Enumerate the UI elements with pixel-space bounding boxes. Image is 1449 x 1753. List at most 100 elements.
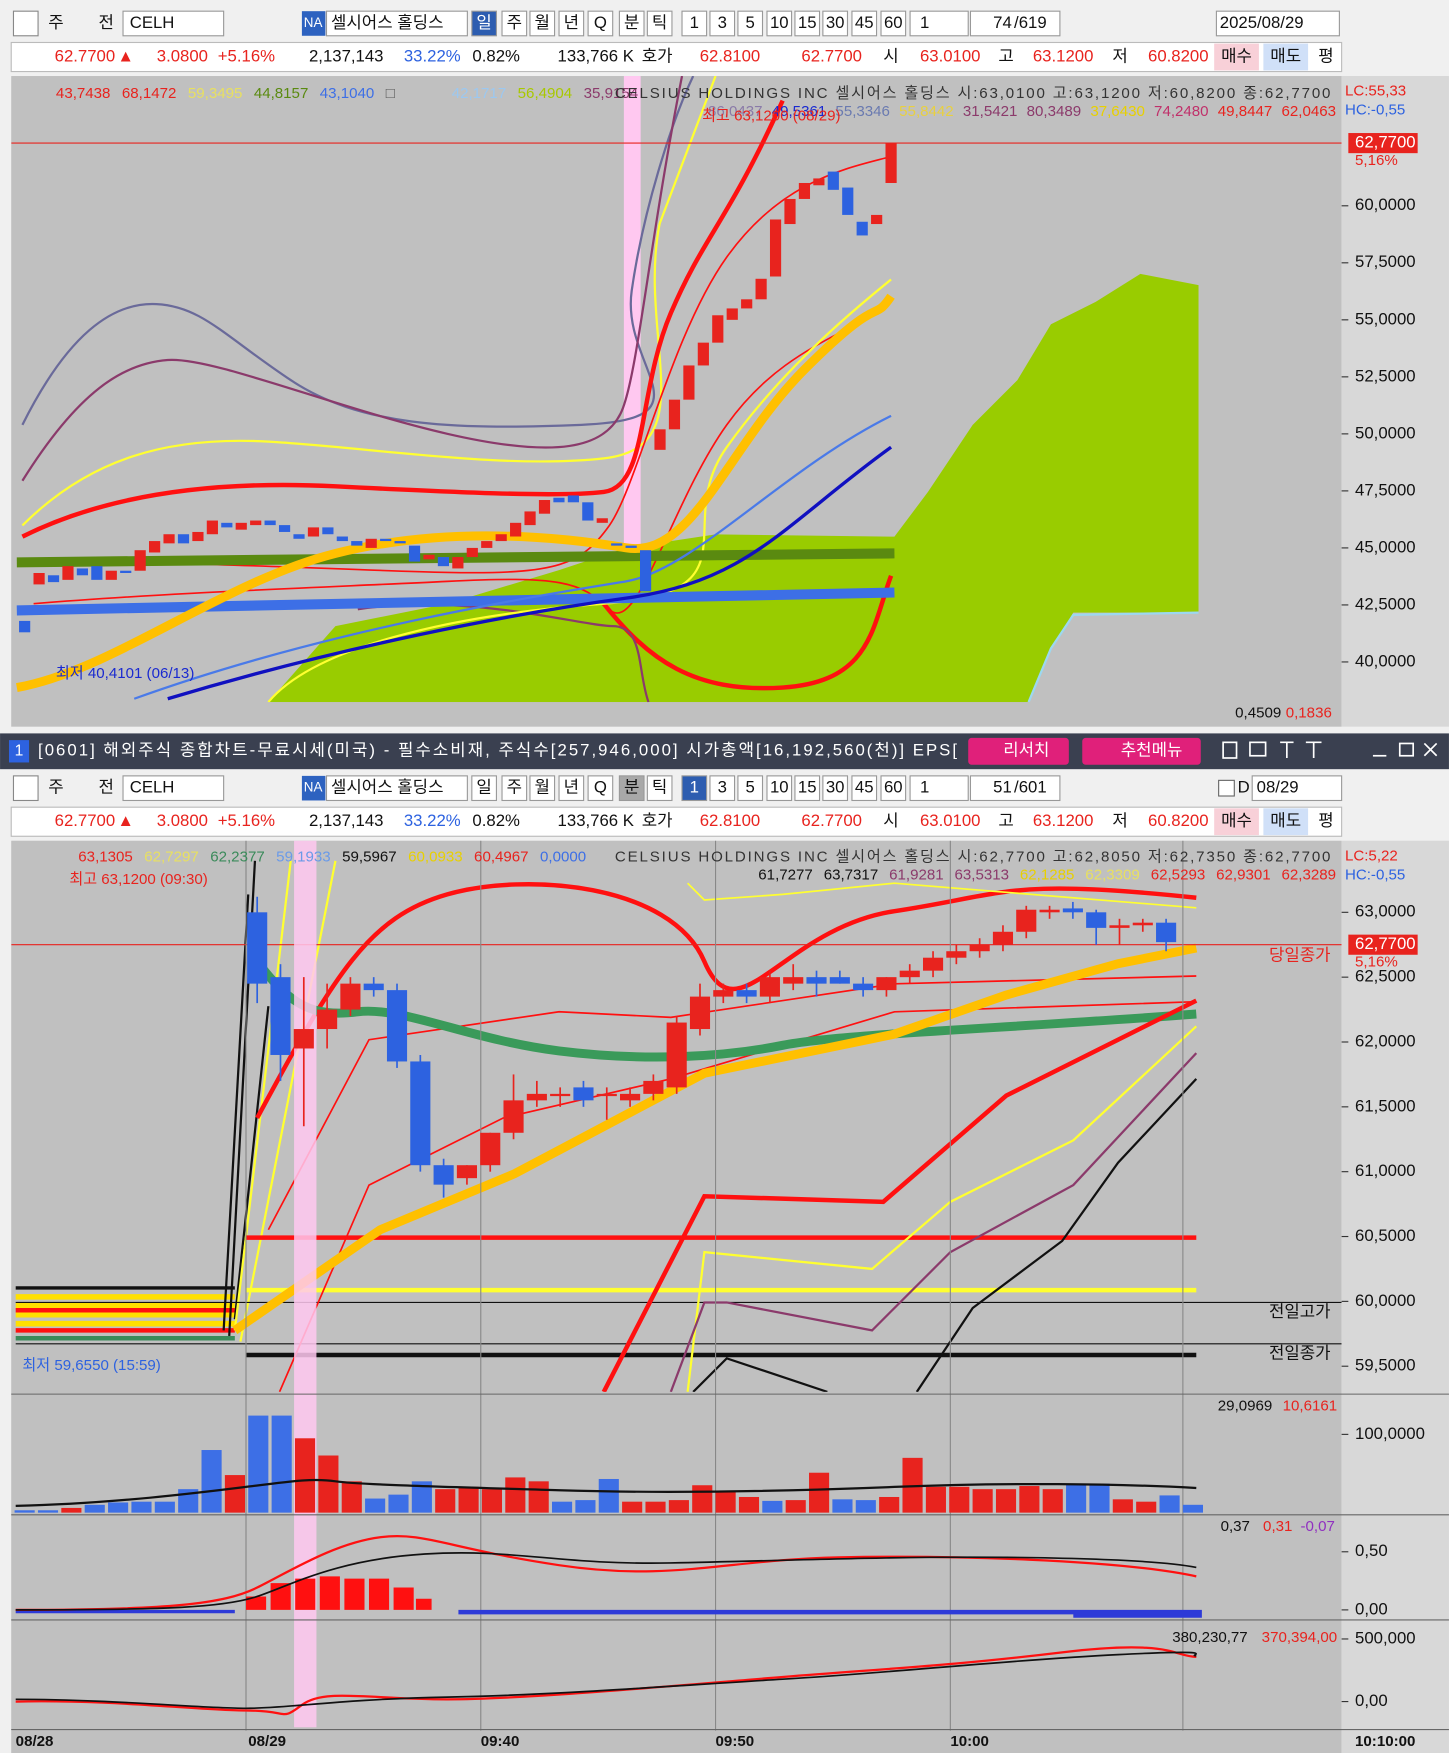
period-button[interactable] — [646, 775, 673, 802]
sell-button[interactable] — [1263, 808, 1309, 836]
position-input[interactable] — [969, 10, 1061, 37]
quote-ask: 62.7700 — [801, 811, 862, 830]
candle-body — [293, 534, 305, 539]
name-input — [325, 775, 468, 802]
flag-box[interactable] — [1218, 779, 1235, 797]
period-button[interactable] — [618, 775, 645, 802]
candle-body — [573, 1087, 594, 1101]
indicator-value: 0,4509 — [1235, 704, 1281, 721]
period-button[interactable] — [618, 10, 645, 37]
interval-button[interactable] — [766, 775, 793, 802]
period-button[interactable] — [471, 775, 497, 802]
interval-button[interactable] — [709, 10, 736, 37]
period-label[interactable]: Q — [594, 13, 607, 32]
interval-button[interactable] — [709, 775, 736, 802]
interval-label[interactable]: 5 — [746, 778, 755, 797]
period-label[interactable]: 틱 — [652, 13, 667, 32]
research-button[interactable] — [968, 737, 1069, 765]
interval-button[interactable] — [851, 10, 878, 37]
code-input[interactable] — [122, 775, 225, 802]
code-input[interactable] — [122, 10, 225, 37]
window-controls[interactable] — [1222, 741, 1438, 759]
date-input[interactable] — [1215, 10, 1340, 37]
volume-bar — [551, 1501, 573, 1513]
interval-button[interactable] — [851, 775, 878, 802]
code-text: CELH — [130, 13, 175, 32]
interval-button[interactable] — [794, 10, 821, 37]
interval-button[interactable] — [737, 775, 764, 802]
buy-button[interactable] — [1214, 43, 1259, 71]
candle-body — [689, 996, 711, 1030]
period-label[interactable]: 월 — [535, 778, 550, 797]
period-label[interactable]: 년 — [564, 13, 579, 32]
menu-label[interactable]: 추천메뉴 — [1121, 741, 1183, 760]
interval-button[interactable] — [681, 10, 708, 37]
interval-label[interactable]: 45 — [855, 778, 874, 797]
legend-value: 86,0437 — [708, 103, 763, 120]
interval-button[interactable] — [681, 775, 708, 802]
quote-ask: 62.7700 — [801, 46, 862, 65]
period-button[interactable] — [529, 10, 556, 37]
interval-label[interactable]: 10 — [770, 778, 789, 797]
interval-label[interactable]: 30 — [826, 778, 845, 797]
toolbar-icon[interactable] — [12, 775, 39, 802]
period-label[interactable]: 분 — [624, 13, 639, 32]
interval-button[interactable] — [822, 775, 849, 802]
toolbar-icon[interactable] — [12, 10, 39, 37]
period-label[interactable]: 주 — [507, 13, 522, 32]
candle-body — [553, 497, 565, 503]
date-input[interactable] — [1251, 775, 1343, 802]
period-button[interactable] — [558, 775, 585, 802]
period-button[interactable] — [501, 10, 528, 37]
period-label[interactable]: 년 — [564, 778, 579, 797]
interval-label[interactable]: 1 — [690, 13, 699, 32]
quote-change: 3.0800 — [157, 811, 208, 830]
period-label[interactable]: 일 — [476, 778, 491, 797]
interval-button[interactable] — [794, 775, 821, 802]
sell-button[interactable] — [1263, 43, 1309, 71]
volume-bar — [37, 1510, 59, 1513]
period-label[interactable]: Q — [594, 778, 607, 797]
interval-label[interactable]: 5 — [746, 13, 755, 32]
period-button[interactable] — [501, 775, 528, 802]
research-label[interactable]: 리서치 — [1003, 741, 1049, 760]
interval-label[interactable]: 15 — [798, 13, 817, 32]
period-button[interactable] — [587, 10, 614, 37]
interval-button[interactable] — [766, 10, 793, 37]
interval-label[interactable]: 3 — [718, 778, 727, 797]
interval-button[interactable] — [880, 775, 907, 802]
period-button[interactable] — [646, 10, 673, 37]
mode-button[interactable]: 주 — [48, 13, 63, 32]
count-input[interactable] — [909, 775, 969, 802]
interval-label[interactable]: 60 — [884, 13, 903, 32]
legend-value: 62,7297 — [144, 848, 199, 865]
interval-label[interactable]: 1 — [690, 778, 699, 797]
interval-button[interactable] — [737, 10, 764, 37]
period-label[interactable]: 일 — [476, 13, 491, 32]
interval-button[interactable] — [822, 10, 849, 37]
time-label: 10:00 — [950, 1733, 989, 1750]
period-button[interactable] — [529, 775, 556, 802]
period-label[interactable]: 주 — [507, 778, 522, 797]
mode-button[interactable]: 주 — [48, 778, 63, 797]
interval-label[interactable]: 60 — [884, 778, 903, 797]
interval-button[interactable] — [880, 10, 907, 37]
period-label[interactable]: 분 — [624, 778, 639, 797]
prev-button[interactable]: 전 — [99, 778, 114, 797]
period-button[interactable] — [471, 10, 497, 37]
period-button[interactable] — [587, 775, 614, 802]
count-input[interactable] — [909, 10, 969, 37]
period-label[interactable]: 월 — [535, 13, 550, 32]
interval-label[interactable]: 15 — [798, 778, 817, 797]
prev-button[interactable]: 전 — [99, 13, 114, 32]
y-tick-label: 62,0000 — [1355, 1031, 1416, 1050]
buy-button[interactable] — [1214, 808, 1259, 836]
position-input[interactable] — [969, 775, 1061, 802]
menu-button[interactable] — [1082, 737, 1201, 765]
interval-label[interactable]: 10 — [770, 13, 789, 32]
period-label[interactable]: 틱 — [652, 778, 667, 797]
interval-label[interactable]: 3 — [718, 13, 727, 32]
period-button[interactable] — [558, 10, 585, 37]
interval-label[interactable]: 30 — [826, 13, 845, 32]
interval-label[interactable]: 45 — [855, 13, 874, 32]
